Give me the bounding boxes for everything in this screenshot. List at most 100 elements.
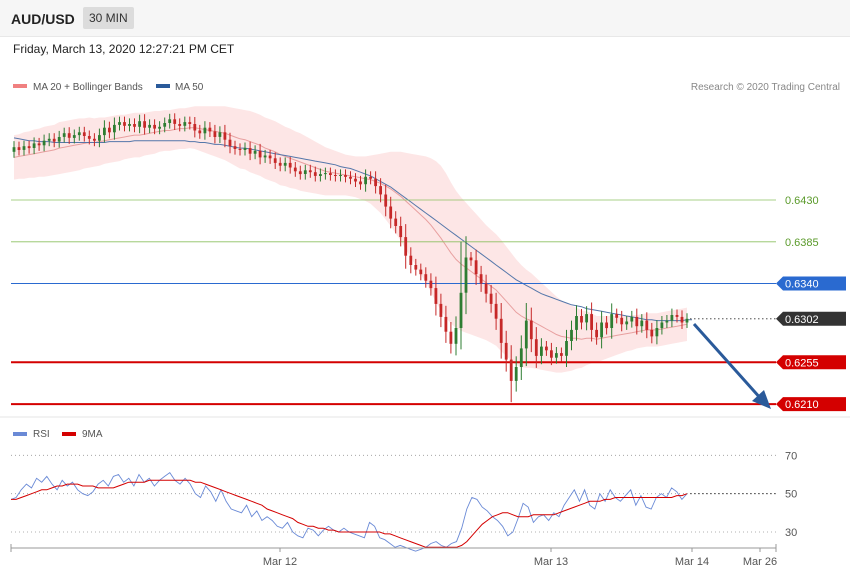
candle <box>484 274 488 303</box>
candle <box>600 311 603 349</box>
candle-body <box>635 316 639 327</box>
candle-body <box>545 346 548 351</box>
candle-body <box>675 315 679 317</box>
candle-body <box>504 342 508 360</box>
candle-body <box>313 172 317 176</box>
candle-body <box>113 124 116 133</box>
candle-body <box>32 143 36 148</box>
candle-body <box>419 269 423 275</box>
candle <box>444 305 448 343</box>
candle-body <box>590 314 593 330</box>
candle-body <box>37 143 41 146</box>
candle-body <box>344 175 347 177</box>
candle <box>570 320 573 351</box>
candle <box>278 157 282 172</box>
candle <box>655 320 659 345</box>
candle <box>429 273 433 296</box>
level-support-2: 0.6210 <box>11 397 846 412</box>
candle <box>364 169 367 192</box>
candle-body <box>474 260 478 275</box>
candle-body <box>173 119 177 124</box>
candle-body <box>133 124 136 127</box>
candle-body <box>514 367 518 381</box>
candle-body <box>213 131 217 137</box>
candle <box>404 224 408 269</box>
candle-body <box>153 124 156 129</box>
candle-body <box>529 320 533 340</box>
candle <box>660 316 664 335</box>
candle-body <box>47 138 51 141</box>
candle <box>339 169 342 182</box>
candle <box>454 316 458 356</box>
candle-body <box>128 124 131 126</box>
candle-body <box>293 167 297 172</box>
x-tick-label: Mar 26 <box>743 556 777 568</box>
rsi-pane: 70 50 30 <box>10 450 797 552</box>
candle <box>565 329 568 367</box>
candle <box>575 305 578 341</box>
candle-body <box>534 339 538 356</box>
candle-body <box>324 173 327 175</box>
candle-body <box>67 133 71 138</box>
candle <box>464 236 468 315</box>
candle <box>198 124 202 139</box>
candle <box>258 143 262 165</box>
candle <box>665 315 669 328</box>
level-label: 0.6430 <box>785 195 819 207</box>
candle <box>213 124 217 144</box>
candle <box>188 116 192 130</box>
candle-body <box>519 348 523 367</box>
candle-body <box>394 218 398 226</box>
candle <box>17 141 21 156</box>
candle-body <box>414 265 418 270</box>
candle <box>248 141 252 161</box>
candle <box>605 316 608 335</box>
candle <box>98 128 101 148</box>
candle-body <box>570 329 573 341</box>
candle-body <box>620 317 624 325</box>
candle <box>173 113 177 130</box>
candle <box>374 171 377 194</box>
candle <box>555 347 558 364</box>
candle <box>168 113 172 129</box>
candle-body <box>550 350 553 358</box>
candle-body <box>108 127 111 133</box>
candle-body <box>123 122 126 126</box>
candle <box>369 171 372 185</box>
ma50-legend-label: MA 50 <box>175 82 204 93</box>
candle-body <box>680 316 684 323</box>
candle-body <box>524 320 528 349</box>
candle-body <box>605 322 608 329</box>
candle <box>208 122 212 137</box>
candle <box>635 308 639 335</box>
candle-body <box>374 178 377 187</box>
candle-body <box>98 135 101 141</box>
candle <box>625 316 629 330</box>
candle <box>12 141 16 158</box>
candle <box>218 126 222 143</box>
candle <box>479 265 483 292</box>
candle-body <box>575 316 578 330</box>
candle-body <box>273 158 277 163</box>
candle-body <box>640 320 644 327</box>
candle <box>615 308 619 324</box>
candle <box>489 284 493 313</box>
candle-body <box>238 149 242 150</box>
candle <box>675 309 679 323</box>
candle <box>22 140 26 156</box>
candle-body <box>168 119 172 123</box>
timeframe-button[interactable]: 30 MIN <box>83 7 134 29</box>
candle <box>62 127 66 143</box>
candle-body <box>600 322 603 338</box>
candle <box>389 196 393 229</box>
ma50-line <box>13 137 692 322</box>
candle-body <box>82 132 86 136</box>
candle <box>334 169 337 182</box>
candle <box>534 327 538 368</box>
candle <box>459 241 463 350</box>
candle <box>223 124 227 148</box>
level-tag <box>776 276 846 291</box>
candle-body <box>183 122 187 126</box>
candle <box>133 118 136 133</box>
